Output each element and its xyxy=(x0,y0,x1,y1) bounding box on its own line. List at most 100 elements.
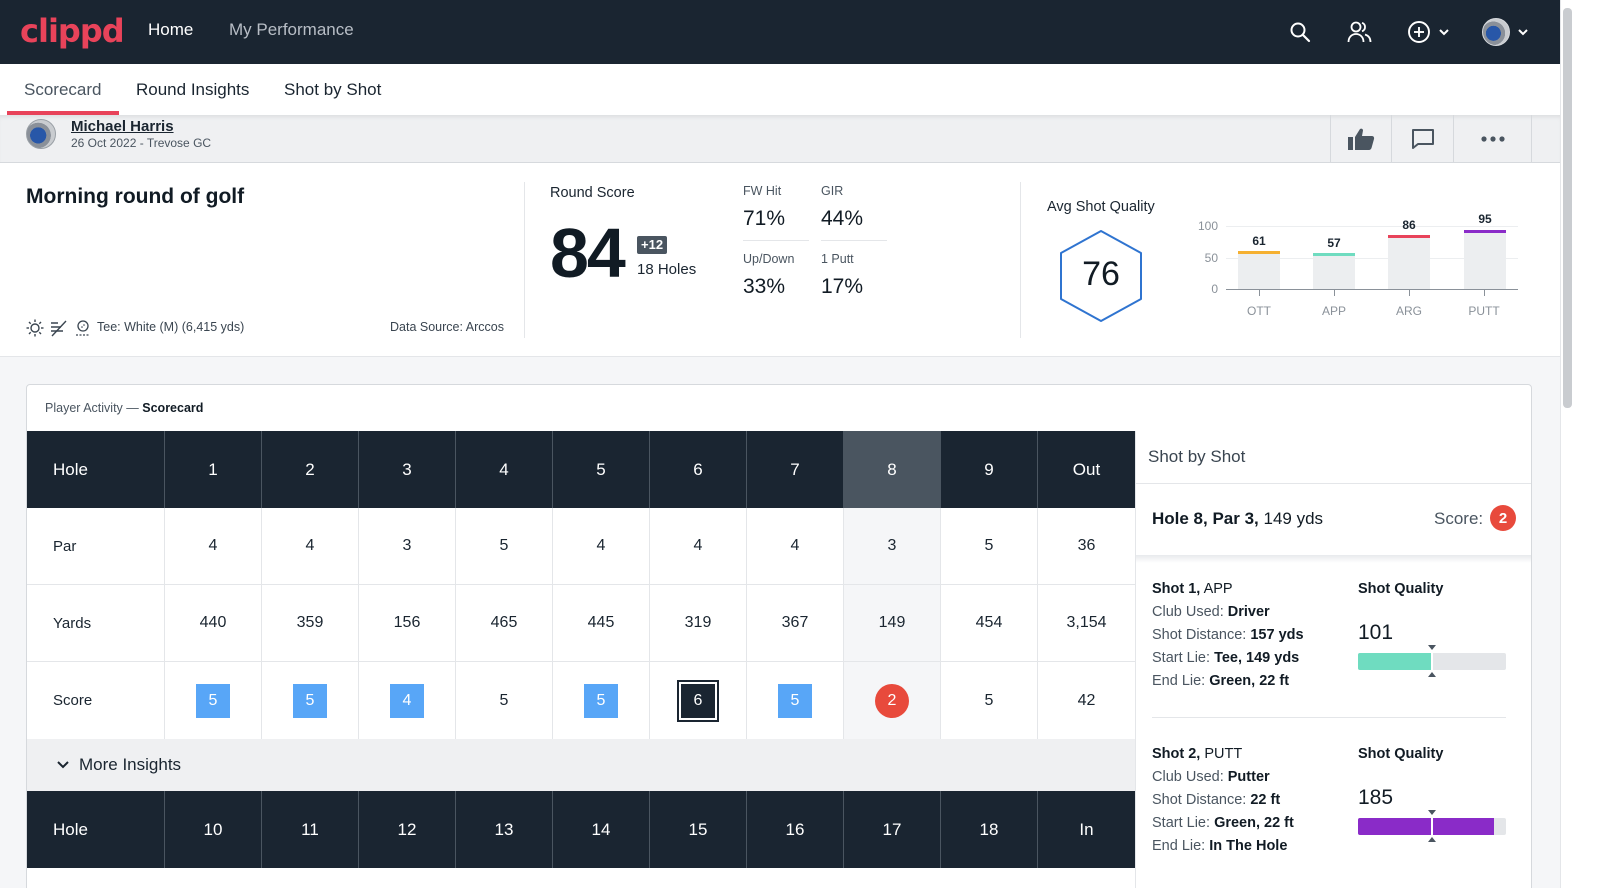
more-insights-toggle[interactable]: More Insights xyxy=(27,739,1135,791)
marker-down-icon xyxy=(1428,645,1436,650)
card-header-label: Player Activity xyxy=(45,401,123,415)
table-row-yards: Yards 440 359 156 465 445 319 367 149 45… xyxy=(27,585,1135,662)
hole-header-selected[interactable]: 8 xyxy=(844,431,941,508)
x-tick xyxy=(1484,290,1485,296)
shot-item[interactable]: Shot 1, APP Club Used: Driver Shot Dista… xyxy=(1152,581,1522,691)
score-cell[interactable]: 5 xyxy=(553,662,650,739)
stat-fw-hit-value: 71% xyxy=(743,207,786,230)
search-icon[interactable] xyxy=(1286,18,1314,46)
nav-home[interactable]: Home xyxy=(148,20,194,39)
divider xyxy=(821,240,887,241)
hole-header[interactable]: 10 xyxy=(165,791,262,868)
score-cell[interactable]: 5 xyxy=(456,662,553,739)
hole-header[interactable]: 16 xyxy=(747,791,844,868)
shot-end-lie: End Lie: In The Hole xyxy=(1152,838,1288,854)
holes-played: 18 Holes xyxy=(637,261,697,278)
x-label-app: APP xyxy=(1321,304,1346,318)
hole-header[interactable]: 1 xyxy=(165,431,262,508)
score-cell[interactable]: 6 xyxy=(650,662,747,739)
nav-my-performance[interactable]: My Performance xyxy=(229,20,354,39)
like-button[interactable] xyxy=(1330,115,1391,162)
shot-quality-label: Shot Quality xyxy=(1358,581,1444,597)
hole-header[interactable]: 15 xyxy=(650,791,747,868)
bar-app xyxy=(1313,254,1355,289)
hole-header[interactable]: 14 xyxy=(553,791,650,868)
hole-header[interactable]: 5 xyxy=(553,431,650,508)
tab-round-insights[interactable]: Round Insights xyxy=(136,80,250,99)
data-source: Data Source: Arccos xyxy=(390,320,504,334)
clippd-logo[interactable]: clippd xyxy=(20,12,125,50)
shot-by-shot-title: Shot by Shot xyxy=(1148,447,1246,466)
benchmark-marker xyxy=(1431,810,1433,841)
shot-item[interactable]: Shot 2, PUTT Club Used: Putter Shot Dist… xyxy=(1152,746,1522,856)
more-options-button[interactable] xyxy=(1453,115,1532,162)
hole-header[interactable]: 6 xyxy=(650,431,747,508)
x-label-arg: ARG xyxy=(1395,304,1422,318)
score-cell-selected[interactable]: 2 xyxy=(844,662,941,739)
yards-cell: 445 xyxy=(553,585,650,661)
people-icon[interactable] xyxy=(1346,18,1374,46)
table-row-par: Par 4 4 3 5 4 4 4 3 5 36 xyxy=(27,508,1135,585)
yards-cell: 149 xyxy=(844,585,941,661)
hole-header[interactable]: 7 xyxy=(747,431,844,508)
divider xyxy=(1136,483,1531,484)
score-cell[interactable]: 5 xyxy=(262,662,359,739)
hole-header[interactable]: 17 xyxy=(844,791,941,868)
row-label: Hole xyxy=(27,431,165,508)
hole-header[interactable]: 2 xyxy=(262,431,359,508)
hole-header[interactable]: 3 xyxy=(359,431,456,508)
bar-value-app: 57 xyxy=(1327,236,1341,250)
hole-header[interactable]: 9 xyxy=(941,431,1038,508)
score-bogey: 5 xyxy=(778,683,812,718)
par-cell: 3 xyxy=(844,508,941,584)
divider xyxy=(1020,182,1021,338)
shot-club: Club Used: Driver xyxy=(1152,604,1270,620)
score-cell[interactable]: 5 xyxy=(747,662,844,739)
shot-quality-value: 101 xyxy=(1358,621,1394,644)
table-row-holes-back: Hole 10 11 12 13 14 15 16 17 18 In xyxy=(27,791,1135,868)
x-tick xyxy=(1334,290,1335,296)
bar-ott xyxy=(1238,252,1280,289)
comment-button[interactable] xyxy=(1391,115,1453,162)
hole-header[interactable]: 4 xyxy=(456,431,553,508)
chevron-down-icon xyxy=(57,761,69,769)
row-label: Score xyxy=(27,662,165,739)
yards-cell: 465 xyxy=(456,585,553,661)
stat-up-down-value: 33% xyxy=(743,275,786,298)
avg-shot-quality-label: Avg Shot Quality xyxy=(1047,199,1155,215)
thumbs-up-icon xyxy=(1348,128,1375,150)
avg-shot-quality-value: 76 xyxy=(1082,255,1120,293)
x-tick xyxy=(1259,290,1260,296)
divider xyxy=(1152,717,1506,718)
player-bar xyxy=(0,115,1560,163)
round-score-label: Round Score xyxy=(550,185,635,201)
chevron-down-icon[interactable] xyxy=(1438,22,1452,42)
yards-cell: 440 xyxy=(165,585,262,661)
par-cell: 4 xyxy=(747,508,844,584)
shot-by-shot-panel: Shot by Shot Hole 8, Par 3, 149 yds Scor… xyxy=(1135,431,1531,888)
score-cell[interactable]: 5 xyxy=(165,662,262,739)
add-circle-icon[interactable] xyxy=(1405,18,1433,46)
top-nav: clippd Home My Performance xyxy=(0,0,1560,64)
player-name-link[interactable]: Michael Harris xyxy=(71,118,174,135)
score-cell[interactable]: 5 xyxy=(941,662,1038,739)
round-title: Morning round of golf xyxy=(26,185,245,208)
par-total: 36 xyxy=(1077,537,1096,554)
hole-header[interactable]: 12 xyxy=(359,791,456,868)
avatar[interactable] xyxy=(1482,18,1510,46)
par-cell: 5 xyxy=(941,508,1038,584)
hole-header[interactable]: 13 xyxy=(456,791,553,868)
tab-scorecard[interactable]: Scorecard xyxy=(24,80,102,99)
scrollbar-thumb[interactable] xyxy=(1563,8,1572,408)
player-avatar[interactable] xyxy=(26,119,56,149)
tab-shot-by-shot[interactable]: Shot by Shot xyxy=(284,80,382,99)
sub-tabs: Scorecard Round Insights Shot by Shot xyxy=(0,64,1560,115)
chevron-down-icon[interactable] xyxy=(1517,22,1531,42)
row-label: Yards xyxy=(27,585,165,661)
par-cell: 4 xyxy=(165,508,262,584)
hole-header[interactable]: 11 xyxy=(262,791,359,868)
score-cell[interactable]: 4 xyxy=(359,662,456,739)
in-header: In xyxy=(1079,819,1094,839)
out-header: Out xyxy=(1072,459,1101,479)
hole-header[interactable]: 18 xyxy=(941,791,1038,868)
